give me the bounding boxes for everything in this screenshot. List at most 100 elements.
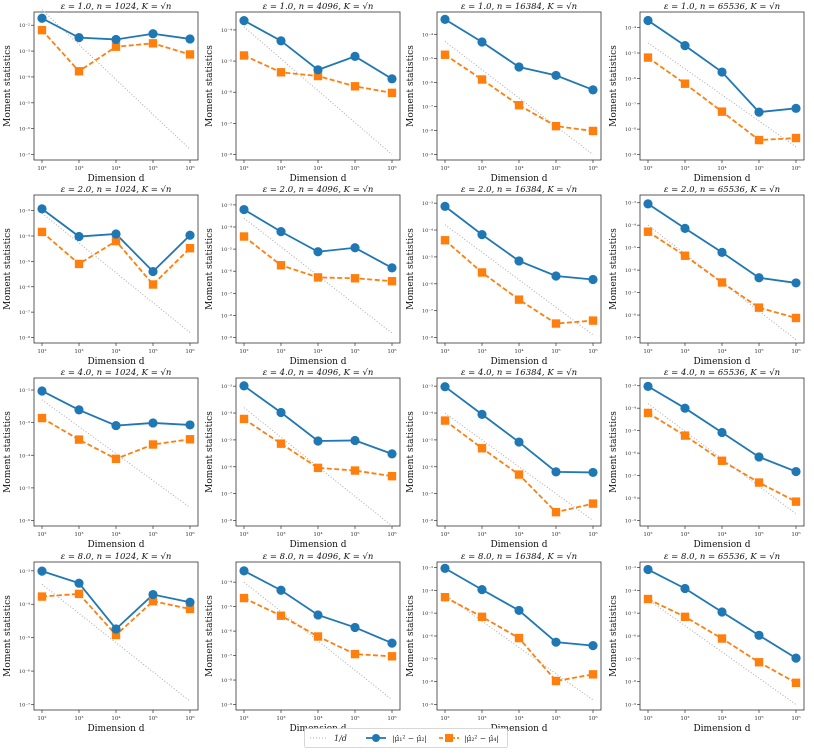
mu2-point <box>239 593 249 603</box>
mu2-point <box>74 67 84 76</box>
x-tick-label: 10⁴ <box>111 165 121 172</box>
mu1-point <box>588 85 598 95</box>
mu2-point <box>111 42 121 51</box>
mu1-point <box>717 247 727 257</box>
x-tick-label: 10² <box>643 348 652 355</box>
mu1-point <box>313 610 323 620</box>
panel-8: ε = 2.0, n = 65536, K = √n 10² 10³ 10⁴ 10⁵ 10… <box>609 185 805 367</box>
mu1-point <box>514 605 524 616</box>
y-tick-label: 10⁻⁴ <box>625 26 636 32</box>
y-tick-label: 10⁻⁷ <box>221 654 232 660</box>
x-tick-label: 10⁵ <box>754 348 763 355</box>
series-mu2-line <box>647 412 797 503</box>
x-tick-label: 10⁵ <box>350 348 359 355</box>
x-tick-label: 10⁴ <box>111 531 121 538</box>
y-axis-label: Moment statistics <box>3 595 13 677</box>
x-tick-label: 10⁶ <box>791 165 801 172</box>
y-tick-label: 10⁻⁷ <box>221 492 232 498</box>
mu1-point <box>588 274 598 285</box>
mu2-point <box>440 236 450 245</box>
series-mu1-line <box>444 205 594 281</box>
legend-box <box>304 728 508 748</box>
mu1-point <box>477 37 487 47</box>
y-tick-label: 10⁻⁷ <box>19 310 30 316</box>
y-tick-label: 10⁻⁴ <box>625 406 636 412</box>
panel-4: ε = 1.0, n = 65536, K = √n 10² 10³ 10⁴ 10⁵ 10… <box>609 2 805 184</box>
y-tick-label: 10⁻⁶ <box>19 669 30 675</box>
panel-title: ε = 1.0, n = 1024, K = √n <box>61 2 172 12</box>
mu1-point <box>754 107 764 117</box>
mu2-point <box>111 454 121 464</box>
series-mu1-line <box>41 570 191 631</box>
y-tick-label: 10⁻⁷ <box>625 291 636 297</box>
mu1-point <box>791 466 801 477</box>
mu2-point <box>276 439 286 448</box>
panel-9: ε = 4.0, n = 1024, K = √n 10² 10³ 10⁴ 10⁵ 10⁶… <box>3 368 199 550</box>
y-tick-label: 10⁻⁷ <box>422 104 433 110</box>
mu1-point <box>37 13 47 23</box>
mu2-point <box>350 649 360 659</box>
x-tick-label: 10⁵ <box>148 531 157 538</box>
mu1-point <box>313 436 323 446</box>
mu1-point <box>350 622 360 633</box>
y-tick-label: 10⁻⁴ <box>221 411 232 417</box>
x-tick-label: 10⁵ <box>754 715 763 722</box>
mu2-point <box>791 133 801 143</box>
mu2-point <box>477 268 487 277</box>
mu1-point <box>717 67 727 77</box>
mu1-point <box>440 382 450 392</box>
panel-title: ε = 2.0, n = 16384, K = √n <box>461 185 577 195</box>
mu2-point <box>643 594 653 604</box>
mu2-point <box>111 236 121 246</box>
panel-title: ε = 2.0, n = 4096, K = √n <box>263 185 374 195</box>
x-tick-label: 10² <box>239 715 248 722</box>
y-tick-label: 10⁻⁷ <box>625 474 636 480</box>
mu2-point <box>185 243 195 253</box>
y-tick-label: 10⁻⁵ <box>221 59 232 65</box>
panel-2: ε = 1.0, n = 4096, K = √n 10² 10³ 10⁴ 10⁵ 10⁶… <box>205 2 401 184</box>
y-tick-label: 10⁻⁸ <box>422 336 433 342</box>
mu1-point <box>387 638 397 648</box>
y-tick-label: 10⁻⁴ <box>422 588 433 594</box>
mu1-point <box>148 589 158 600</box>
y-tick-label: 10⁻⁸ <box>221 678 232 684</box>
mu1-point <box>680 583 690 594</box>
y-tick-label: 10⁻⁵ <box>625 51 636 57</box>
x-tick-label: 10³ <box>74 348 83 355</box>
mu2-point <box>514 101 524 110</box>
y-axis-label: Moment statistics <box>406 45 416 127</box>
series-mu1-line <box>647 19 797 114</box>
y-tick-label: 10⁻³ <box>422 201 433 207</box>
y-tick-label: 10⁻⁵ <box>422 438 433 444</box>
x-tick-label: 10⁴ <box>717 715 727 722</box>
axes-frame <box>235 11 401 161</box>
mu2-point <box>37 227 47 237</box>
y-tick-label: 10⁻⁸ <box>221 153 232 159</box>
mu1-point <box>643 564 653 575</box>
x-tick-label: 10⁴ <box>717 165 727 172</box>
y-axis-label: Moment statistics <box>406 228 416 310</box>
y-tick-label: 10⁻⁷ <box>422 492 433 498</box>
mu1-point <box>643 381 653 392</box>
panel-title: ε = 1.0, n = 65536, K = √n <box>664 2 780 12</box>
x-tick-label: 10³ <box>276 348 285 355</box>
x-tick-label: 10⁶ <box>387 715 397 722</box>
y-axis-label: Moment statistics <box>3 45 13 127</box>
mu2-point <box>551 507 561 517</box>
x-tick-label: 10⁴ <box>111 348 121 355</box>
mu2-point <box>717 107 727 116</box>
mu1-point <box>111 229 121 239</box>
x-tick-label: 10³ <box>276 715 285 722</box>
y-tick-label: 10⁻⁴ <box>19 234 30 240</box>
y-tick-label: 10⁻³ <box>221 384 232 390</box>
mu1-point <box>754 452 764 462</box>
x-tick-label: 10² <box>239 165 248 172</box>
mu1-point <box>37 204 47 214</box>
y-axis-label: Moment statistics <box>3 228 13 310</box>
mu1-point <box>148 29 158 39</box>
y-tick-label: 10⁻⁶ <box>625 268 636 274</box>
axes-frame <box>639 194 805 344</box>
series-mu2-line <box>444 53 594 132</box>
mu2-point <box>276 68 286 77</box>
y-tick-label: 10⁻⁴ <box>19 602 30 608</box>
